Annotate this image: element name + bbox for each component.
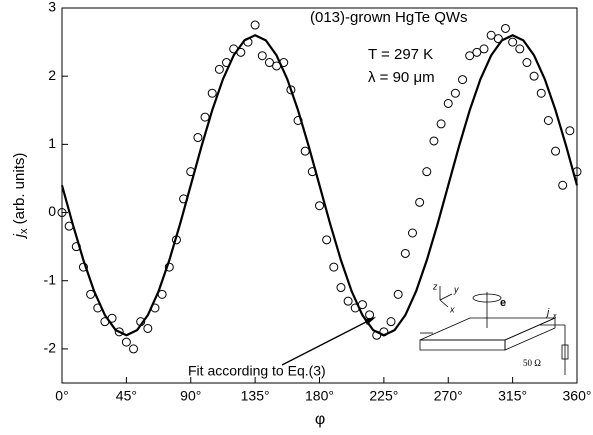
data-point <box>57 208 67 218</box>
data-point <box>529 71 539 81</box>
x-tick-label: 180° <box>305 388 334 404</box>
data-point <box>422 167 432 177</box>
y-tick-label: 1 <box>48 135 56 151</box>
data-point <box>300 146 310 156</box>
inset <box>419 286 569 375</box>
x-tick-label: 270° <box>434 388 463 404</box>
data-point <box>558 180 568 190</box>
data-point <box>450 88 460 98</box>
y-tick-label: 3 <box>48 0 56 15</box>
y-axis-label: jx (arb. units) <box>11 153 30 240</box>
axis-y <box>439 293 453 301</box>
annotation: λ = 90 μm <box>368 69 435 86</box>
sample-front <box>419 339 506 351</box>
y-tick-label: 2 <box>48 67 56 83</box>
inset-labels: z y x e j x 50 Ω <box>432 281 557 368</box>
annotation: T = 297 K <box>368 46 433 63</box>
y-label-text: (arb. units) <box>11 153 28 229</box>
data-point <box>365 310 375 320</box>
data-point <box>386 317 396 327</box>
data-point <box>543 116 553 125</box>
x-tick-label: 360° <box>563 388 592 404</box>
x-tick-label: 90° <box>180 388 201 404</box>
data-point <box>322 235 332 245</box>
data-point <box>486 30 496 40</box>
inset-label: z <box>432 281 438 291</box>
inset-label: e <box>500 297 506 309</box>
inset-label: x <box>552 313 557 320</box>
data-point <box>207 88 217 98</box>
data-point <box>114 327 124 337</box>
x-tick-label: 225° <box>369 388 398 404</box>
data-point <box>551 146 561 156</box>
data-point <box>479 44 489 54</box>
data-point <box>415 197 425 207</box>
polarization <box>472 293 502 303</box>
data-point <box>465 51 475 61</box>
data-point <box>508 37 518 47</box>
data-point <box>121 337 131 347</box>
data-point <box>400 248 410 258</box>
data-point <box>493 34 503 44</box>
data-point <box>329 262 339 272</box>
data-point <box>336 283 346 293</box>
data-point <box>315 201 324 211</box>
inset-label: j <box>545 308 550 319</box>
data-point <box>443 98 453 108</box>
x-axis-label: φ <box>315 411 325 428</box>
y-tick-label: -2 <box>44 340 57 356</box>
data-point <box>472 47 482 57</box>
data-point <box>500 23 510 33</box>
annotation: Fit according to Eq.(3) <box>188 363 326 379</box>
data-point <box>458 75 468 85</box>
data-point <box>129 344 139 354</box>
axis-x <box>439 299 449 308</box>
data-point <box>200 112 210 122</box>
inset-label: y <box>453 284 459 294</box>
data-point <box>429 136 439 146</box>
data-point <box>522 58 532 68</box>
x-tick-label: 45° <box>116 388 137 404</box>
data-point <box>143 323 153 333</box>
resistor <box>561 344 569 360</box>
annotation-arrow <box>281 319 371 366</box>
data-point <box>214 64 224 74</box>
data-point <box>407 228 417 238</box>
data-point <box>343 296 353 306</box>
x-tick-label: 135° <box>241 388 270 404</box>
data-point <box>193 133 203 143</box>
data-point <box>264 58 274 68</box>
inset-label: x <box>449 304 455 314</box>
y-label-subscript: x <box>18 228 30 234</box>
fit-line <box>60 34 579 337</box>
x-tick-label: 315° <box>498 388 527 404</box>
data-point <box>286 85 296 95</box>
data-point <box>250 20 260 30</box>
data-point <box>565 126 575 136</box>
data-point <box>515 44 525 54</box>
sample-side <box>504 317 556 351</box>
data-point <box>257 51 267 61</box>
data-point <box>393 289 403 299</box>
inset-label: 50 Ω <box>523 358 541 368</box>
data-point <box>536 88 546 98</box>
y-label-symbol: j <box>11 233 28 239</box>
y-tick-label: 0 <box>48 203 56 219</box>
data-point <box>436 119 446 129</box>
x-tick-label: 0° <box>55 388 68 404</box>
y-tick-label: -1 <box>44 271 57 287</box>
annotation: (013)-grown HgTe QWs <box>310 9 468 26</box>
